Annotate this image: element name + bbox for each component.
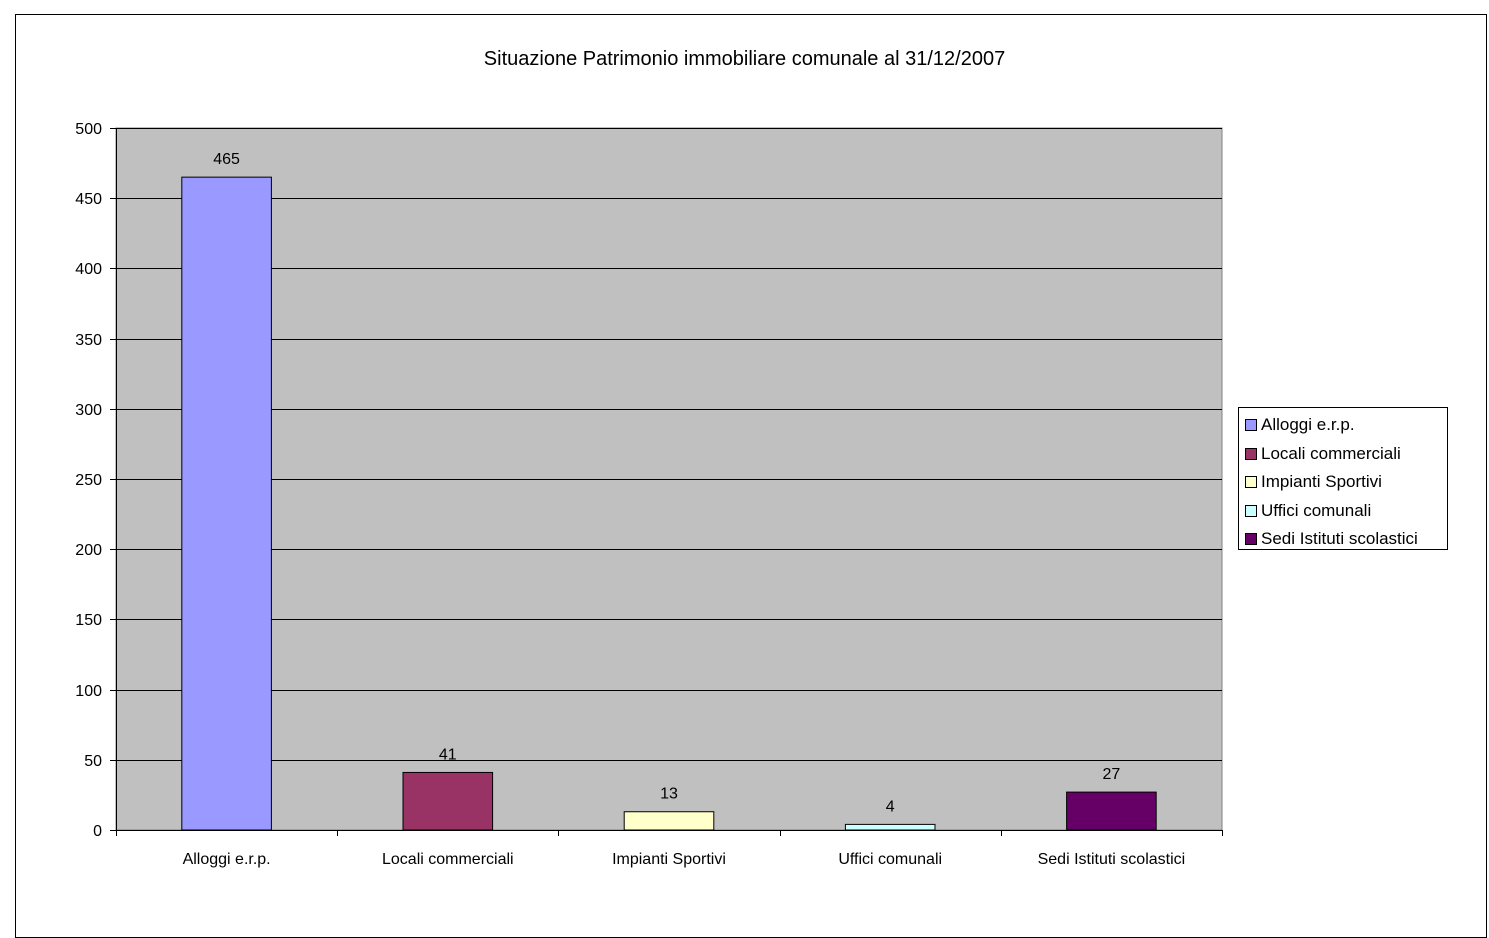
legend-label: Locali commerciali — [1261, 443, 1401, 463]
y-tick-label: 250 — [75, 472, 102, 489]
legend-label: Sedi Istituti scolastici — [1261, 529, 1418, 549]
y-tick-label: 400 — [75, 261, 102, 278]
bar — [181, 176, 272, 831]
legend-item: Uffici comunali — [1245, 497, 1447, 526]
axes — [116, 128, 1222, 831]
x-axis-ticks: Alloggi e.r.p. Locali commerciali Impianti… — [116, 830, 1223, 868]
legend-swatch — [1245, 533, 1257, 546]
data-label: 465 — [213, 151, 240, 168]
bar — [844, 823, 936, 831]
x-tick-label: Sedi Istituti scolastici — [1038, 851, 1186, 868]
y-tick-label: 450 — [75, 191, 102, 208]
data-label: 41 — [439, 746, 457, 763]
bar — [623, 811, 715, 831]
legend-swatch — [1245, 504, 1257, 517]
data-label: 4 — [886, 798, 895, 815]
bar — [1066, 791, 1157, 831]
y-tick-label: 100 — [75, 683, 102, 700]
legend: Alloggi e.r.p. Locali commerciali Impianti… — [1238, 407, 1448, 550]
y-tick-label: 150 — [75, 612, 102, 629]
x-tick-label: Locali commerciali — [382, 851, 514, 868]
legend-item: Locali commerciali — [1245, 440, 1447, 469]
data-label: 13 — [660, 786, 678, 803]
legend-label: Uffici comunali — [1261, 500, 1372, 520]
legend-swatch — [1245, 419, 1257, 432]
legend-label: Impianti Sportivi — [1261, 472, 1382, 492]
chart-title: Situazione Patrimonio immobiliare comuna… — [483, 48, 1006, 70]
legend-item: Impianti Sportivi — [1245, 468, 1447, 497]
y-tick-label: 500 — [75, 121, 102, 138]
legend-item: Sedi Istituti scolastici — [1245, 525, 1447, 554]
y-tick-label: 350 — [75, 332, 102, 349]
gridlines — [116, 128, 1222, 761]
y-axis-ticks: 0 50 100 150 200 250 300 350 400 450 500 — [75, 121, 116, 840]
y-tick-label: 0 — [93, 823, 102, 840]
data-label: 27 — [1103, 766, 1121, 783]
bar — [402, 771, 494, 831]
legend-swatch — [1245, 447, 1257, 460]
legend-swatch — [1245, 476, 1257, 489]
x-tick-label: Impianti Sportivi — [612, 851, 726, 868]
legend-item: Alloggi e.r.p. — [1245, 411, 1447, 440]
legend-label: Alloggi e.r.p. — [1261, 415, 1355, 435]
y-tick-label: 300 — [75, 402, 102, 419]
y-tick-label: 200 — [75, 542, 102, 559]
x-tick-label: Alloggi e.r.p. — [183, 851, 271, 868]
y-tick-label: 50 — [84, 753, 102, 770]
data-labels: 465 41 13 4 27 — [213, 151, 1120, 815]
x-tick-label: Uffici comunali — [838, 851, 942, 868]
